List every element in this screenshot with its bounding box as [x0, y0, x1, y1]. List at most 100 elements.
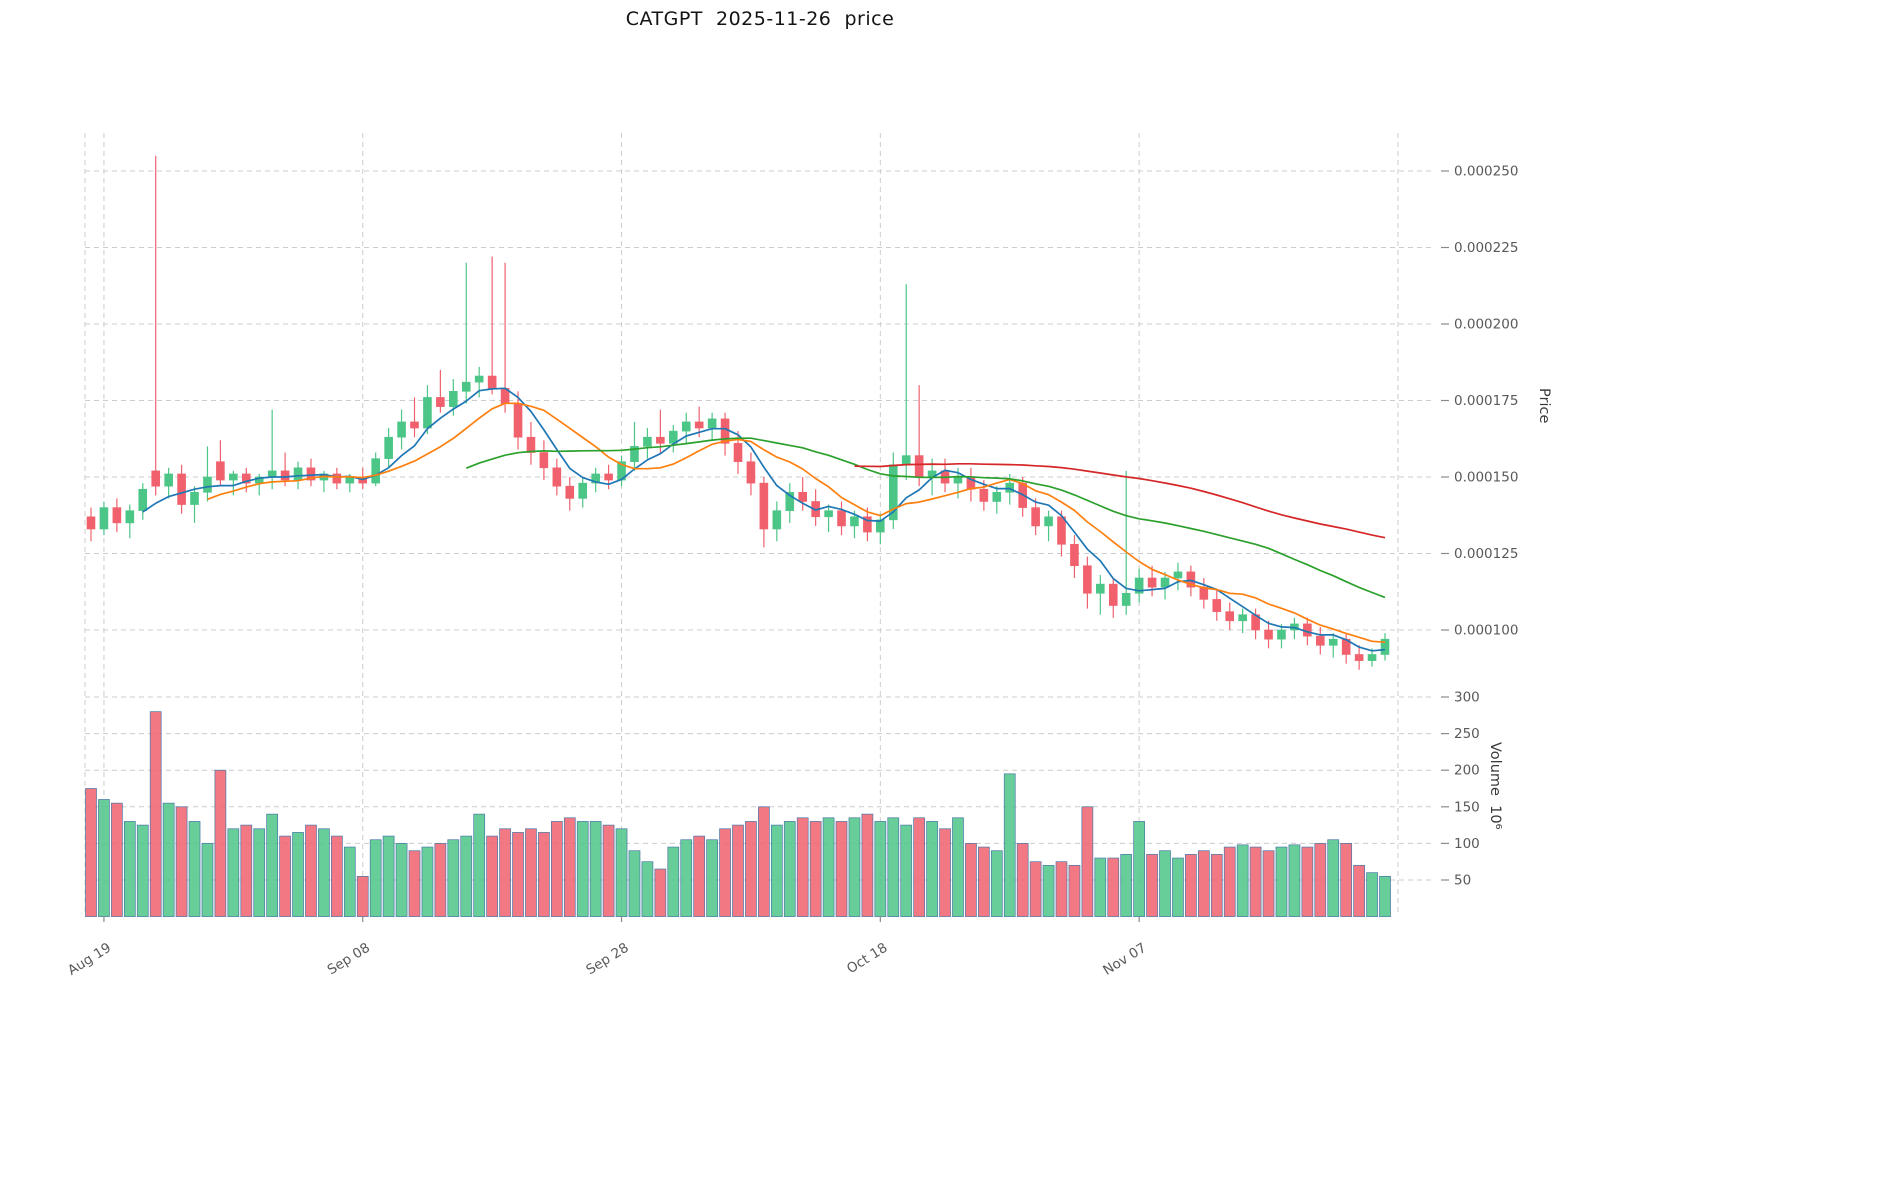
candle-up — [138, 488, 148, 511]
volume-bar — [1042, 865, 1055, 917]
candle-up — [203, 476, 212, 493]
candle-down — [863, 516, 872, 533]
volume-bar — [162, 802, 175, 917]
volume-bar — [1327, 839, 1340, 917]
volume-bar — [887, 817, 900, 917]
volume-bar — [331, 835, 343, 917]
candle-down — [798, 491, 808, 502]
volume-bar — [292, 832, 304, 917]
price-tick-label: 0.000125 — [1454, 546, 1518, 562]
volume-bar — [253, 828, 266, 917]
volume-bar — [1120, 854, 1133, 917]
volume-bar — [499, 828, 511, 917]
volume-bar — [421, 846, 434, 917]
volume-bar — [1262, 850, 1275, 917]
candle-down — [979, 488, 989, 502]
candle-down — [151, 470, 160, 487]
candle-up — [850, 516, 859, 527]
volume-bar — [111, 802, 123, 917]
volume-bar — [732, 824, 744, 917]
volume-bar — [1029, 861, 1042, 917]
candle-down — [746, 461, 756, 484]
candle-up — [1134, 577, 1144, 594]
candle-down — [914, 455, 924, 478]
volume-bar — [926, 821, 938, 917]
candle-up — [423, 397, 432, 429]
candle-up — [229, 473, 238, 481]
volume-bar — [408, 850, 421, 917]
volume-bar — [1094, 857, 1107, 917]
volume-bar — [1133, 821, 1145, 917]
price-tick-label: 0.000225 — [1454, 240, 1518, 256]
volume-bar — [1301, 846, 1314, 917]
volume-bar — [1107, 857, 1120, 917]
volume-bar — [1275, 846, 1288, 917]
candle-down — [487, 375, 497, 389]
volume-bar — [913, 817, 926, 917]
volume-bar — [1003, 773, 1016, 917]
volume-bar — [473, 813, 486, 917]
candle-up — [1238, 614, 1247, 622]
volume-bar — [1249, 846, 1262, 917]
candle-down — [656, 436, 665, 444]
candle-up — [1380, 638, 1390, 655]
date-tick-label: Oct 18 — [844, 940, 890, 977]
candle-up — [1044, 516, 1053, 527]
chart-title: CATGPT 2025-11-26 price — [625, 8, 895, 30]
candle-up — [876, 519, 885, 533]
candle-down — [1316, 635, 1325, 646]
volume-bar — [395, 843, 408, 917]
candle-up — [1328, 638, 1338, 646]
volume-bar — [1379, 875, 1391, 917]
volume-bar — [447, 839, 460, 917]
volume-bar — [1068, 865, 1081, 917]
candle-down — [694, 421, 704, 429]
volume-bar — [589, 821, 602, 917]
candle-up — [591, 473, 600, 484]
candle-down — [1264, 629, 1273, 640]
candle-down — [1083, 565, 1092, 594]
candle-down — [526, 436, 536, 453]
candle-down — [410, 421, 419, 429]
volume-bar — [149, 711, 162, 917]
candle-down — [306, 467, 316, 481]
candle-down — [1212, 599, 1222, 612]
volume-bar — [990, 850, 1003, 917]
date-tick-label: Sep 28 — [583, 940, 631, 978]
candle-down — [604, 473, 613, 481]
candle-down — [177, 473, 186, 505]
candle-up — [449, 391, 458, 407]
candle-up — [1173, 571, 1183, 579]
volume-bar — [745, 821, 757, 917]
volume-bar — [770, 824, 783, 917]
candle-down — [552, 467, 562, 487]
date-tick-label: Sep 08 — [325, 940, 373, 978]
candle-up — [125, 510, 135, 524]
volume-bar — [98, 799, 110, 917]
volume-bar — [123, 821, 136, 917]
volume-bar — [602, 824, 615, 917]
price-tick-label: 0.000175 — [1454, 393, 1518, 409]
volume-bar — [667, 846, 680, 917]
candle-up — [99, 507, 109, 530]
candle-down — [539, 452, 549, 469]
price-tick-label: 0.000250 — [1454, 164, 1518, 180]
volume-bar — [305, 824, 317, 917]
volume-bar — [680, 839, 693, 917]
candle-down — [1108, 583, 1118, 606]
volume-bar — [822, 817, 835, 917]
candles — [86, 155, 1390, 670]
volume-bar — [136, 824, 149, 917]
price-axis-title: Price — [1536, 388, 1552, 424]
candle-down — [436, 397, 445, 407]
candle-down — [565, 485, 575, 499]
volume-bar — [550, 821, 563, 917]
price-tick-label: 0.000100 — [1454, 623, 1518, 639]
volume-bar — [939, 828, 951, 917]
volume-bar — [486, 835, 498, 917]
candle-up — [267, 470, 277, 478]
candle-down — [280, 470, 290, 481]
volume-bar — [978, 846, 990, 917]
volume-bar — [1016, 843, 1029, 917]
ma-line-sma30 — [465, 437, 1386, 599]
